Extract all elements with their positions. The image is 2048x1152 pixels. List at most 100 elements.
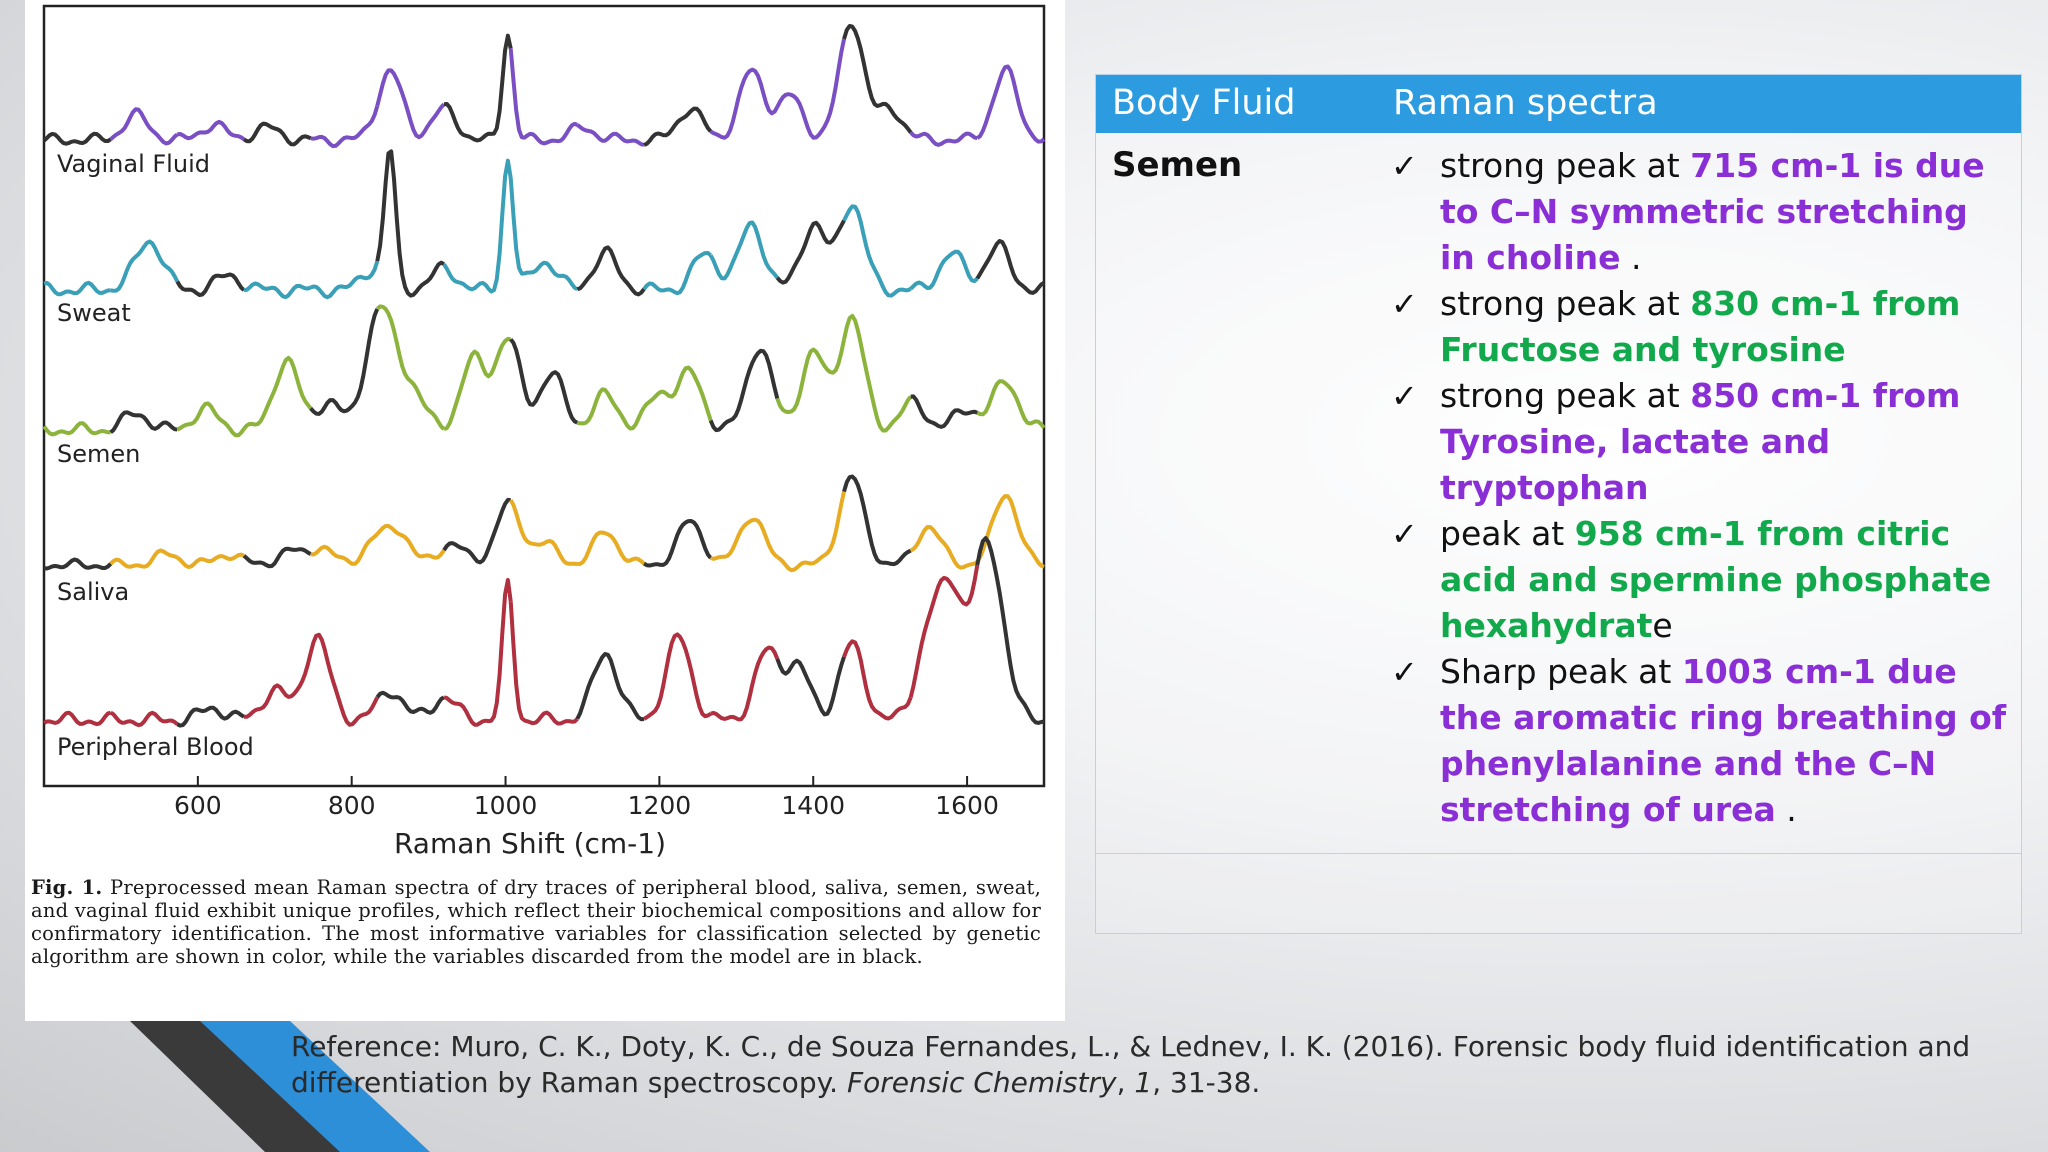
peak-lead: Sharp peak at bbox=[1440, 652, 1682, 691]
peak-tail: e bbox=[1652, 606, 1673, 645]
peak-item: ✓ strong peak at 715 cm-1 is due to C–N s… bbox=[1391, 143, 2011, 281]
x-axis-label: Raman Shift (cm-1) bbox=[394, 827, 666, 860]
check-icon: ✓ bbox=[1391, 147, 1418, 185]
x-tick-label: 1600 bbox=[935, 791, 999, 820]
series-line-segment bbox=[310, 260, 380, 300]
plot-frame bbox=[42, 4, 1046, 788]
series-line-segment bbox=[175, 272, 246, 297]
series-line-segment bbox=[375, 690, 446, 715]
series-label: Saliva bbox=[57, 578, 129, 606]
peak-detail: 1003 cm-1 due the aromatic ring breathin… bbox=[1440, 652, 2007, 829]
series-line-segment bbox=[375, 304, 446, 431]
series-line-segment bbox=[576, 387, 646, 431]
x-tick-label: 600 bbox=[174, 791, 222, 820]
series-line-segment bbox=[909, 131, 978, 147]
series-line-segment bbox=[43, 280, 111, 297]
series-line-segment bbox=[908, 564, 980, 698]
raman-spectra-chart: Vaginal Fluid Sweat Semen Saliva Peripheral … bbox=[42, 4, 1046, 860]
series-line-segment bbox=[43, 710, 112, 727]
peak-list: ✓ strong peak at 715 cm-1 is due to C–N s… bbox=[1391, 143, 2011, 833]
series-line-segment bbox=[508, 48, 578, 146]
peak-item: ✓ Sharp peak at 1003 cm-1 due the aromati… bbox=[1391, 649, 2011, 833]
series-line-segment bbox=[642, 632, 712, 721]
series-line-segment bbox=[443, 578, 513, 727]
series-line-segment bbox=[109, 548, 179, 569]
series-line-segment bbox=[244, 652, 313, 719]
series-line-segment bbox=[176, 705, 246, 728]
series-line-segment bbox=[842, 24, 913, 134]
caption-label: Fig. 1. bbox=[31, 876, 103, 899]
series-line-segment bbox=[243, 281, 312, 300]
check-icon: ✓ bbox=[1391, 515, 1418, 553]
x-tick-label: 1400 bbox=[781, 791, 845, 820]
series-line-segment bbox=[442, 158, 513, 294]
series-line-segment bbox=[310, 532, 379, 566]
series-line-segment bbox=[242, 121, 312, 147]
series-line-segment bbox=[710, 645, 780, 722]
series-line-segment bbox=[975, 239, 1046, 295]
series-line-segment bbox=[775, 656, 846, 717]
peak-detail: 850 cm-1 from Tyrosine, lactate and tryp… bbox=[1440, 376, 1961, 507]
peak-item: ✓ strong peak at 830 cm-1 from Fructose a… bbox=[1391, 281, 2011, 373]
series-line-segment bbox=[110, 239, 180, 293]
series-line-segment bbox=[643, 106, 713, 147]
series-line-segment bbox=[109, 107, 179, 146]
series-line-segment bbox=[575, 652, 645, 722]
series-line-segment bbox=[242, 355, 313, 431]
peak-lead: strong peak at bbox=[1440, 376, 1691, 415]
series-line-segment bbox=[508, 499, 578, 567]
series-line-segment bbox=[842, 639, 913, 721]
series-line-segment bbox=[975, 494, 1045, 569]
check-icon: ✓ bbox=[1391, 653, 1418, 691]
series-line-segment bbox=[109, 710, 179, 728]
reference-volume: 1 bbox=[1134, 1066, 1153, 1099]
series-line-segment bbox=[310, 105, 380, 149]
series-layer: Vaginal Fluid Sweat Semen Saliva Peripheral … bbox=[42, 24, 1046, 761]
reference-pages: , 31-38. bbox=[1152, 1066, 1261, 1099]
header-raman-spectra: Raman spectra bbox=[1393, 83, 1658, 123]
reference-journal: Forensic Chemistry bbox=[846, 1066, 1117, 1099]
series-line-segment bbox=[442, 497, 511, 565]
figure-panel: Vaginal Fluid Sweat Semen Saliva Peripheral … bbox=[25, 0, 1065, 1021]
series-line-segment bbox=[643, 519, 713, 568]
series-line-segment bbox=[775, 339, 846, 415]
figure-caption: Fig. 1. Preprocessed mean Raman spectra … bbox=[31, 876, 1041, 968]
x-tick-label: 800 bbox=[328, 791, 376, 820]
series-line-segment bbox=[776, 491, 846, 573]
series-line-segment bbox=[308, 632, 380, 727]
series-line-segment bbox=[975, 536, 1045, 725]
series-line-segment bbox=[642, 365, 713, 422]
series-line-segment bbox=[709, 67, 780, 140]
header-body-fluid: Body Fluid bbox=[1112, 83, 1296, 123]
check-icon: ✓ bbox=[1391, 377, 1418, 415]
series-line-segment bbox=[976, 379, 1046, 430]
series-line-segment bbox=[109, 410, 178, 434]
series-line-segment bbox=[909, 249, 979, 291]
series-line-segment bbox=[508, 177, 579, 292]
peak-tail: . bbox=[1775, 790, 1797, 829]
series-line-segment bbox=[176, 552, 245, 569]
peak-lead: peak at bbox=[1440, 514, 1575, 553]
peak-item: ✓ strong peak at 850 cm-1 from Tyrosine, … bbox=[1391, 373, 2011, 511]
series-line-segment bbox=[42, 421, 111, 437]
reference-text: Reference: Muro, C. K., Doty, K. C., de … bbox=[291, 1030, 1971, 1099]
series-line-segment bbox=[775, 38, 846, 140]
series-line-segment bbox=[443, 336, 511, 431]
series-line-segment bbox=[576, 123, 645, 147]
series-line-segment bbox=[775, 219, 846, 285]
series-line-segment bbox=[976, 64, 1046, 144]
series-line-segment bbox=[708, 348, 780, 433]
peak-detail: 958 cm-1 from citric acid and spermine p… bbox=[1440, 514, 1992, 645]
series-line-segment bbox=[708, 220, 779, 281]
peak-detail: 715 cm-1 is due to C–N symmetric stretch… bbox=[1440, 146, 1985, 277]
series-line-segment bbox=[909, 525, 979, 570]
fluid-name: Semen bbox=[1112, 145, 1243, 185]
peak-tail: . bbox=[1620, 238, 1642, 277]
series-label: Semen bbox=[57, 440, 140, 468]
series-line-segment bbox=[842, 313, 913, 433]
caption-text: Preprocessed mean Raman spectra of dry t… bbox=[31, 876, 1041, 968]
series-line-segment bbox=[509, 338, 579, 425]
x-axis: 600 800 1000 1200 1400 1600 bbox=[174, 776, 999, 820]
series-line-segment bbox=[910, 394, 978, 429]
peak-lead: strong peak at bbox=[1440, 146, 1691, 185]
